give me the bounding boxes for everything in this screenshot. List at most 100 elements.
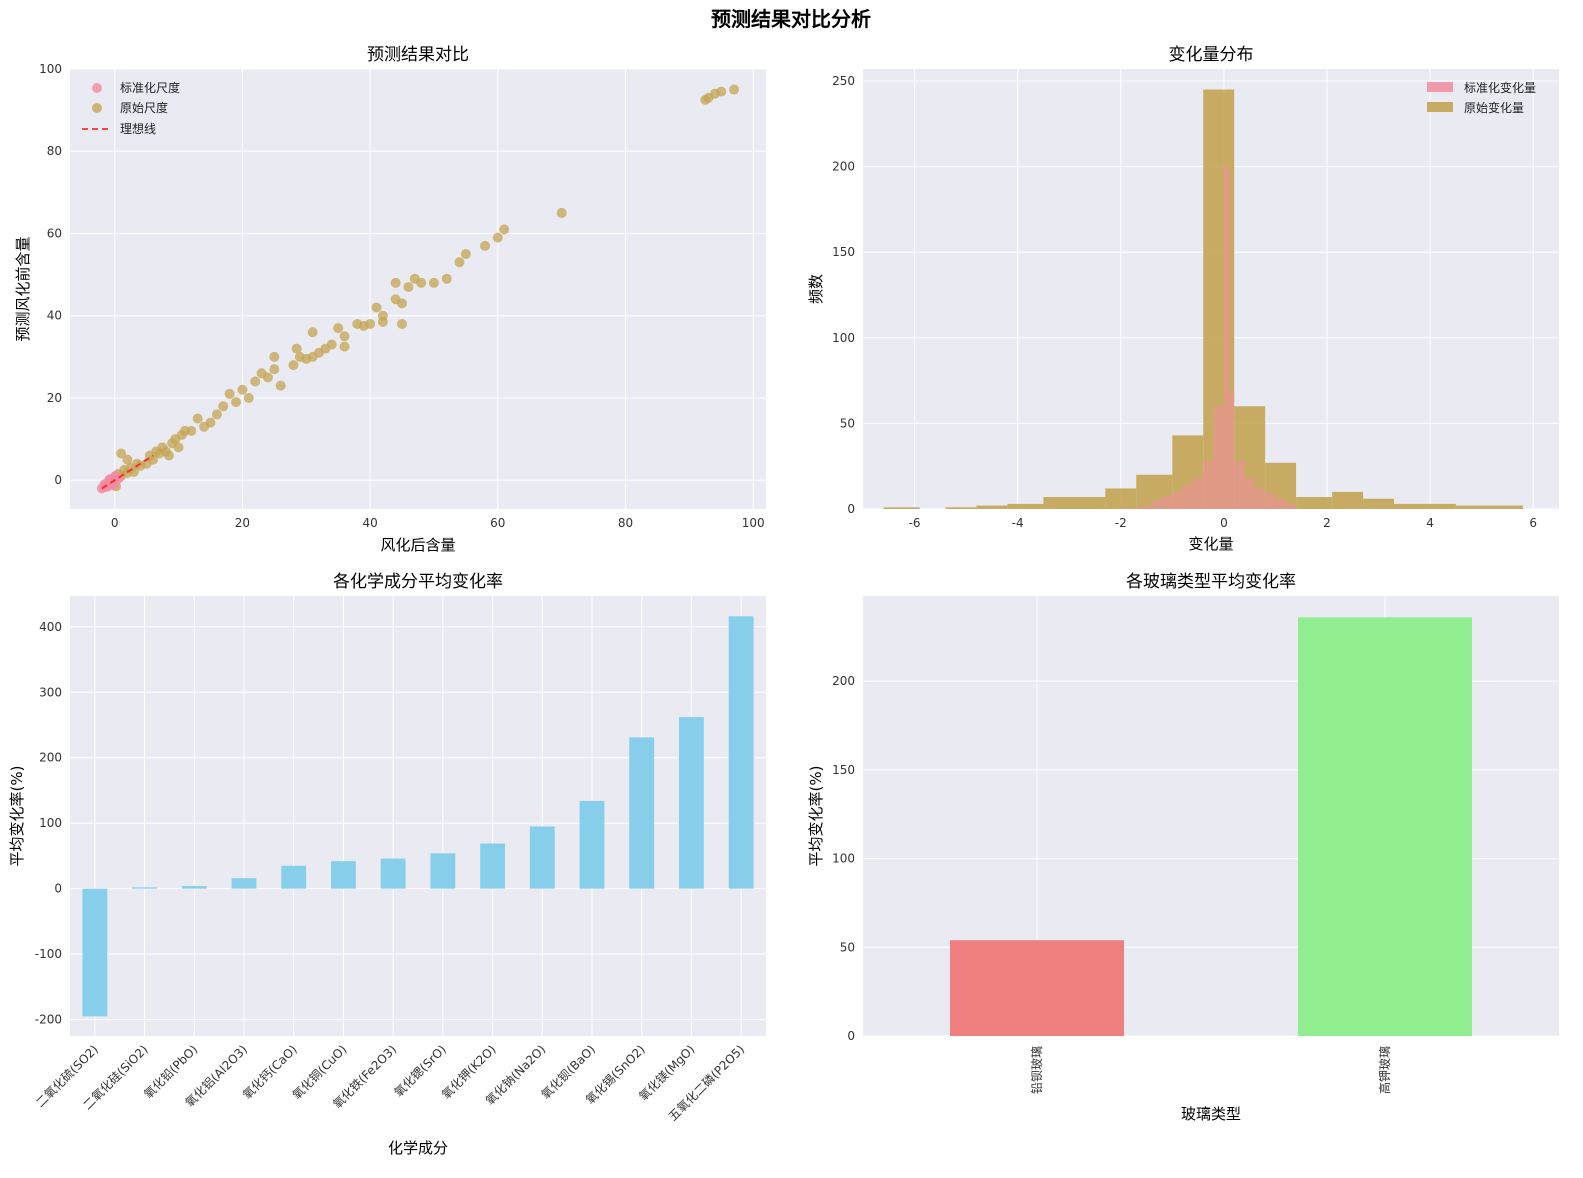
y-tick-label: 100 <box>39 816 62 830</box>
histogram-bar-standardized <box>1120 507 1132 509</box>
chemical-title: 各化学成分平均变化率 <box>333 572 503 592</box>
y-tick-label: 400 <box>39 620 62 634</box>
scatter-grid <box>70 68 766 509</box>
histogram-bar-standardized <box>1275 498 1286 509</box>
glass-marks <box>950 617 1472 1036</box>
histogram-bar-original <box>1363 498 1395 509</box>
legend-swatch-standardized <box>92 83 102 93</box>
legend-swatch-standardized-change <box>1427 82 1453 92</box>
scatter-point-original <box>339 331 350 342</box>
scatter-point-original <box>326 339 337 350</box>
scatter-point-original <box>250 376 261 387</box>
bar <box>82 888 108 1017</box>
bar <box>679 717 704 889</box>
scatter-point-original <box>499 224 510 235</box>
scatter-point-original <box>163 450 174 461</box>
y-tick-label: -100 <box>35 947 62 961</box>
y-tick-label: 0 <box>54 882 62 896</box>
bar <box>281 865 307 889</box>
scatter-point-original <box>291 343 302 354</box>
chemical-xlabel: 化学成分 <box>388 1139 448 1157</box>
scatter-point-original <box>192 413 203 424</box>
scatter-point-original <box>116 448 127 459</box>
x-tick-label: 100 <box>742 516 765 530</box>
scatter-point-original <box>237 384 248 395</box>
histogram-bar-original <box>1007 503 1044 509</box>
scatter-point-original <box>269 364 280 375</box>
bar <box>380 858 406 889</box>
bar <box>728 616 754 889</box>
x-tick-label: 0 <box>1220 516 1228 530</box>
histogram-bar-standardized <box>1141 505 1152 509</box>
histogram-bar-standardized <box>1151 500 1163 509</box>
bar <box>629 737 655 889</box>
legend-swatch-original <box>92 103 102 113</box>
x-tick-label: 80 <box>618 516 633 530</box>
x-tick-label: -6 <box>909 516 921 530</box>
bar <box>331 861 356 889</box>
scatter-point-original <box>556 207 567 218</box>
x-tick-label: 20 <box>235 516 250 530</box>
x-tick-label: -4 <box>1012 516 1024 530</box>
chemical-grid <box>70 596 766 1036</box>
scatter-point-original <box>416 277 427 288</box>
histogram-bar-standardized <box>1244 478 1255 509</box>
x-tick-label: 4 <box>1426 516 1434 530</box>
scatter-point-original <box>243 392 254 403</box>
histogram-bar-standardized <box>1285 503 1297 509</box>
glass-xlabel: 玻璃类型 <box>1181 1105 1241 1123</box>
legend-label-original-change: 原始变化量 <box>1464 100 1524 115</box>
bar <box>579 800 605 889</box>
scatter-point-original <box>231 397 242 408</box>
scatter-point-original <box>403 281 414 292</box>
scatter-point-original <box>339 341 350 352</box>
bar <box>430 853 456 889</box>
glass-ylabel: 平均变化率(%) <box>807 766 825 867</box>
chemical-plot-area <box>70 596 766 1036</box>
bar <box>950 940 1124 1036</box>
y-tick-label: 250 <box>832 74 855 88</box>
legend-label-ideal-line: 理想线 <box>120 121 156 136</box>
scatter-point-original <box>729 84 740 95</box>
y-tick-label: 100 <box>39 62 62 76</box>
histogram-panel: 变化量分布 变化量 频数 0 50 100 150 200 250 -6 -4 -2 0 2 4 6 标… <box>807 45 1559 553</box>
scatter-point-original <box>441 273 452 284</box>
scatter-point-standardized <box>103 476 114 487</box>
scatter-ylabel: 预测风化前含量 <box>14 236 32 341</box>
bar <box>231 878 257 889</box>
histogram-bar-standardized <box>1203 461 1214 509</box>
scatter-point-original <box>460 249 471 260</box>
legend-label-standardized-change: 标准化变化量 <box>1464 80 1536 95</box>
category-label: 高钾玻璃 <box>1377 1046 1392 1094</box>
glass-title: 各玻璃类型平均变化率 <box>1126 572 1296 592</box>
scatter-point-original <box>397 298 408 309</box>
histogram-bar-standardized <box>1172 491 1183 509</box>
scatter-point-original <box>262 372 273 383</box>
bar <box>132 887 157 889</box>
x-tick-label: 2 <box>1323 516 1331 530</box>
scatter-title: 预测结果对比 <box>367 45 469 65</box>
scatter-point-original <box>269 351 280 362</box>
x-tick-label: 0 <box>111 516 119 530</box>
histogram-bar-standardized <box>1234 461 1245 509</box>
bar <box>181 886 207 889</box>
figure-title: 预测结果对比分析 <box>711 7 871 31</box>
scatter-point-original <box>454 257 465 268</box>
histogram-bar-standardized <box>1223 166 1230 509</box>
scatter-point-original <box>492 232 503 243</box>
scatter-point-original <box>390 277 401 288</box>
scatter-point-original <box>275 380 286 391</box>
histogram-bar-standardized <box>1254 488 1266 509</box>
histogram-bar-original <box>1105 488 1137 509</box>
x-tick-label: -2 <box>1115 516 1127 530</box>
scatter-point-original <box>397 318 408 329</box>
scatter-point-original <box>148 454 159 465</box>
histogram-bar-original <box>945 507 977 509</box>
y-tick-label: 200 <box>832 674 855 688</box>
y-tick-label: 0 <box>847 502 855 516</box>
histogram-ticks: 0 50 100 150 200 250 -6 -4 -2 0 2 4 6 <box>832 74 1537 530</box>
legend-swatch-original-change <box>1427 102 1453 112</box>
scatter-point-original <box>173 442 184 453</box>
category-label: 铅钡玻璃 <box>1030 1046 1044 1094</box>
y-tick-label: 60 <box>47 226 62 240</box>
